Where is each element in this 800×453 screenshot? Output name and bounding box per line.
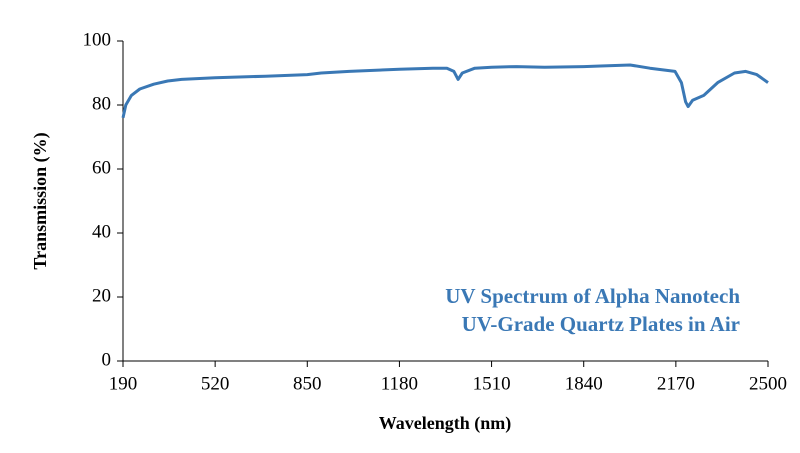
- y-tick-label: 80: [92, 93, 111, 114]
- y-tick-label: 40: [92, 221, 111, 242]
- annotation: UV Spectrum of Alpha Nanotech: [445, 284, 740, 308]
- y-tick-label: 100: [83, 29, 112, 50]
- x-tick-label: 1180: [381, 373, 418, 394]
- data-line: [121, 63, 769, 119]
- y-tick-label: 60: [92, 157, 111, 178]
- x-tick-label: 850: [293, 373, 322, 394]
- x-tick-label: 1840: [565, 373, 603, 394]
- x-tick-label: 1510: [473, 373, 511, 394]
- y-tick-label: 0: [102, 349, 112, 370]
- x-tick-label: 520: [201, 373, 230, 394]
- y-axis-title: Transmission (%): [30, 132, 51, 269]
- x-tick-label: 190: [109, 373, 138, 394]
- x-axis-title: Wavelength (nm): [379, 413, 512, 434]
- x-tick-label: 2170: [657, 373, 695, 394]
- y-tick-label: 20: [92, 285, 111, 306]
- x-tick-label: 2500: [749, 373, 787, 394]
- annotation: UV-Grade Quartz Plates in Air: [462, 312, 740, 336]
